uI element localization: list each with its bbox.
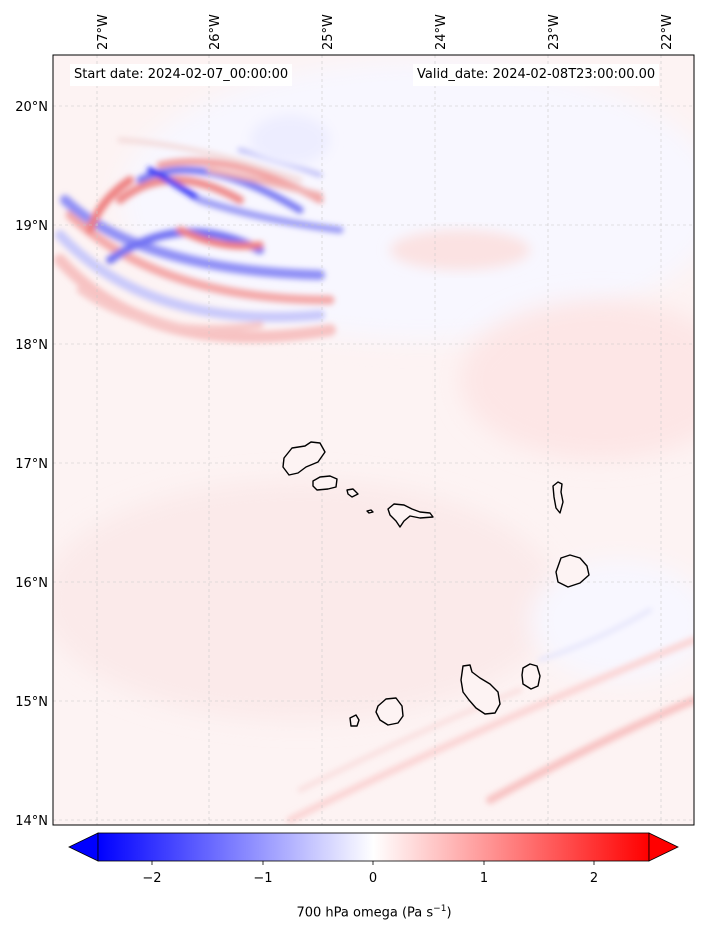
lat-label-14n: 14°N bbox=[15, 814, 48, 829]
colorbar-label: 700 hPa omega (Pa s−1) bbox=[0, 904, 703, 920]
island-santiago bbox=[460, 664, 501, 715]
omega-field bbox=[53, 55, 694, 825]
island-brava bbox=[349, 714, 360, 727]
island-boa-vista bbox=[555, 554, 590, 588]
colorbar-tick-minus2: −2 bbox=[142, 871, 161, 886]
island-maio bbox=[521, 663, 541, 690]
lon-label-24w: 24°W bbox=[434, 14, 449, 50]
graticule bbox=[53, 55, 694, 825]
island-sao-nicolau bbox=[387, 503, 434, 528]
lat-label-18n: 18°N bbox=[15, 338, 48, 353]
valid-date-label: Valid_date: 2024-02-08T23:00:00.00 bbox=[413, 64, 660, 86]
colorbar-tick-minus1: −1 bbox=[253, 871, 272, 886]
island-santa-luzia bbox=[346, 488, 359, 498]
colorbar-extend-min bbox=[68, 832, 99, 862]
colorbar-tick-2: 2 bbox=[590, 871, 598, 886]
island-santo-antao bbox=[282, 441, 326, 476]
lon-label-25w: 25°W bbox=[321, 14, 336, 50]
lon-label-27w: 27°W bbox=[96, 14, 111, 50]
colorbar-tick-0: 0 bbox=[369, 871, 377, 886]
colorbar-label-prefix: 700 hPa omega (Pa s bbox=[296, 905, 434, 921]
colorbar-label-exponent: −1 bbox=[433, 904, 447, 914]
lat-label-19n: 19°N bbox=[15, 219, 48, 234]
colorbar: −2 −1 0 1 2 bbox=[68, 832, 679, 886]
longitude-labels: 27°W 26°W 25°W 24°W 23°W 22°W bbox=[96, 14, 675, 50]
island-outlines bbox=[282, 441, 590, 727]
lon-label-26w: 26°W bbox=[208, 14, 223, 50]
colorbar-tick-1: 1 bbox=[480, 871, 488, 886]
lon-label-22w: 22°W bbox=[660, 14, 675, 50]
lat-label-20n: 20°N bbox=[15, 100, 48, 115]
plot-frame bbox=[52, 54, 695, 826]
island-islet bbox=[366, 509, 374, 514]
colorbar-extend-max bbox=[648, 832, 679, 862]
lon-label-23w: 23°W bbox=[547, 14, 562, 50]
lat-label-17n: 17°N bbox=[15, 457, 48, 472]
island-sal bbox=[552, 481, 564, 514]
lat-label-16n: 16°N bbox=[15, 576, 48, 591]
latitude-labels: 20°N 19°N 18°N 17°N 16°N 15°N 14°N bbox=[15, 100, 48, 829]
colorbar-bar bbox=[97, 832, 650, 862]
island-sao-vicente bbox=[312, 475, 338, 491]
start-date-label: Start date: 2024-02-07_00:00:00 bbox=[70, 64, 293, 86]
island-fogo bbox=[375, 697, 404, 726]
colorbar-label-suffix: ) bbox=[446, 905, 452, 921]
lat-label-15n: 15°N bbox=[15, 695, 48, 710]
